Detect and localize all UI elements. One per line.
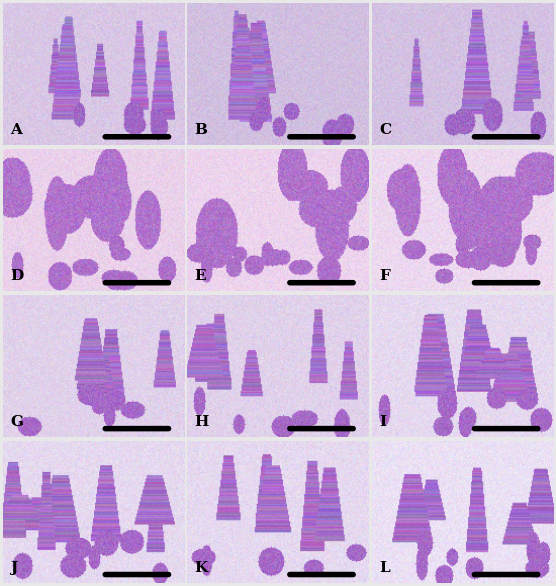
Text: D: D: [10, 269, 23, 282]
Text: J: J: [10, 561, 17, 574]
Text: B: B: [195, 123, 207, 137]
Text: C: C: [379, 123, 391, 137]
Text: F: F: [379, 269, 390, 282]
Text: L: L: [379, 561, 390, 574]
Text: A: A: [10, 123, 22, 137]
Text: I: I: [379, 415, 386, 428]
Text: H: H: [195, 415, 209, 428]
Text: K: K: [195, 561, 208, 574]
Text: G: G: [10, 415, 23, 428]
Text: E: E: [195, 269, 206, 282]
